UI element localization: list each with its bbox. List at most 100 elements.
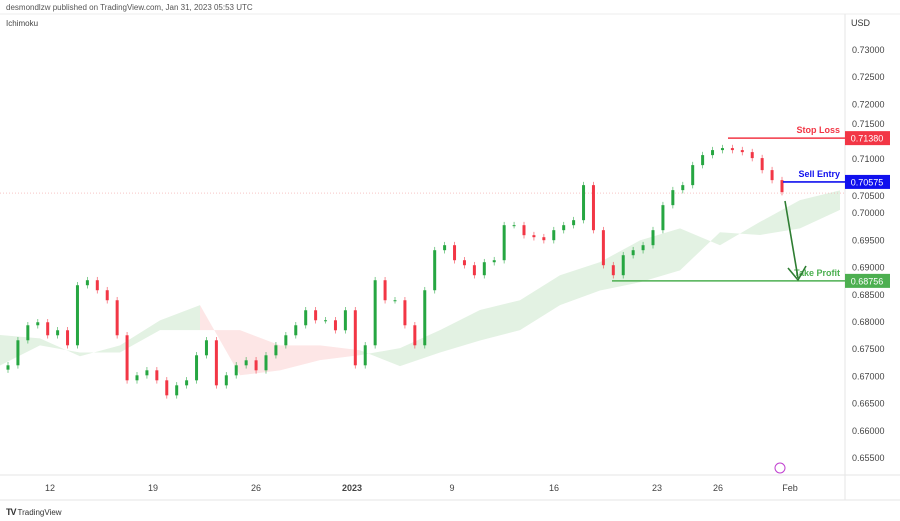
candle-body [532,235,536,238]
candle-body [115,300,119,336]
candle-body [175,385,179,396]
candle-body [661,205,665,231]
ichimoku-cloud-segment [160,305,200,331]
candle-body [165,380,169,396]
ichimoku-cloud-segment [280,345,320,371]
candle-body [95,280,99,291]
down-arrow-shaft[interactable] [784,200,799,279]
candle-body [244,360,248,366]
price-tick-label: 0.73000 [852,45,885,55]
ichimoku-cloud-segment [400,330,440,367]
candle-body [383,280,387,301]
candle-body [482,262,486,276]
ichimoku-cloud-segment [200,305,240,376]
time-tick-label: 2023 [342,483,362,493]
price-tick-label: 0.67500 [852,344,885,354]
ichimoku-cloud-segment [40,338,80,357]
lightning-icon[interactable] [774,462,786,474]
price-tick-label: 0.72500 [852,72,885,82]
candle-body [284,335,288,346]
candle-body [433,250,437,291]
time-tick-label: 23 [652,483,662,493]
currency-label: USD [850,18,870,28]
candle-body [363,345,367,366]
tradingview-logo[interactable]: TV TradingView [6,507,62,517]
down-arrow-head-icon [787,265,807,282]
candle-body [562,225,566,231]
price-tick-label: 0.66500 [852,399,885,409]
price-tick-label: 0.71000 [852,154,885,164]
price-tick-label: 0.70500 [852,191,885,201]
ichimoku-cloud-segment [320,345,360,361]
candle-body [155,370,159,381]
time-tick-label: 26 [251,483,261,493]
ichimoku-cloud-segment [720,221,760,246]
candle-body [333,320,337,331]
time-tick-label: 19 [148,483,158,493]
time-tick-label: Feb [782,483,798,493]
candle-body [730,148,734,151]
candle-body [224,375,228,386]
candle-body [85,280,89,286]
candle-body [582,185,586,221]
time-tick-label: 26 [713,483,723,493]
ichimoku-cloud-segment [360,348,400,367]
tv-logo-icon: TV [6,507,16,517]
candle-body [56,330,60,336]
candle-body [274,345,278,356]
candle-body [125,335,129,381]
price-tick-label: 0.71500 [852,119,885,129]
price-tick-label: 0.70000 [852,208,885,218]
candle-body [6,365,10,370]
candle-body [780,180,784,193]
price-tick-label: 0.65500 [852,453,885,463]
ichimoku-cloud-segment [560,262,600,306]
candle-body [681,185,685,191]
candle-body [234,365,238,376]
candle-body [572,220,576,226]
ichimoku-cloud-segment [120,320,160,353]
sell-entry-price-label: 0.70575 [851,177,884,187]
price-tick-label: 0.72000 [852,99,885,109]
price-tick-label: 0.69000 [852,263,885,273]
candle-body [145,370,149,376]
candle-body [591,185,595,231]
candle-body [711,150,715,156]
candle-body [373,280,377,346]
indicator-label[interactable]: Ichimoku [6,19,39,28]
candle-body [542,237,546,241]
price-tick-label: 0.69500 [852,235,885,245]
ichimoku-cloud-segment [600,240,640,291]
price-tick-label: 0.68500 [852,290,885,300]
take-profit-label: Take Profit [794,268,840,278]
candle-body [611,265,615,276]
candle-body [403,300,407,326]
sell-entry-price-badge [845,174,890,189]
candle-body [472,265,476,276]
brand-name: TradingView [17,507,62,517]
ichimoku-cloud-segment [80,345,120,357]
candle-body [601,230,605,266]
candle-body [304,310,308,326]
candle-body [185,380,189,386]
candle-body [393,300,397,302]
candle-body [294,325,298,336]
candle-body [16,340,20,366]
candle-body [204,340,208,356]
candle-body [26,325,30,341]
candle-body [720,148,724,151]
candle-body [512,225,516,227]
candle-body [691,165,695,186]
candle-body [641,245,645,251]
ichimoku-cloud-segment [520,275,560,331]
candle-body [324,320,328,322]
candle-body [631,250,635,256]
candle-body [214,340,218,386]
sell-entry-label: Sell Entry [798,169,840,179]
ichimoku-cloud-segment [640,228,680,283]
candle-body [453,245,457,261]
candle-body [314,310,318,321]
